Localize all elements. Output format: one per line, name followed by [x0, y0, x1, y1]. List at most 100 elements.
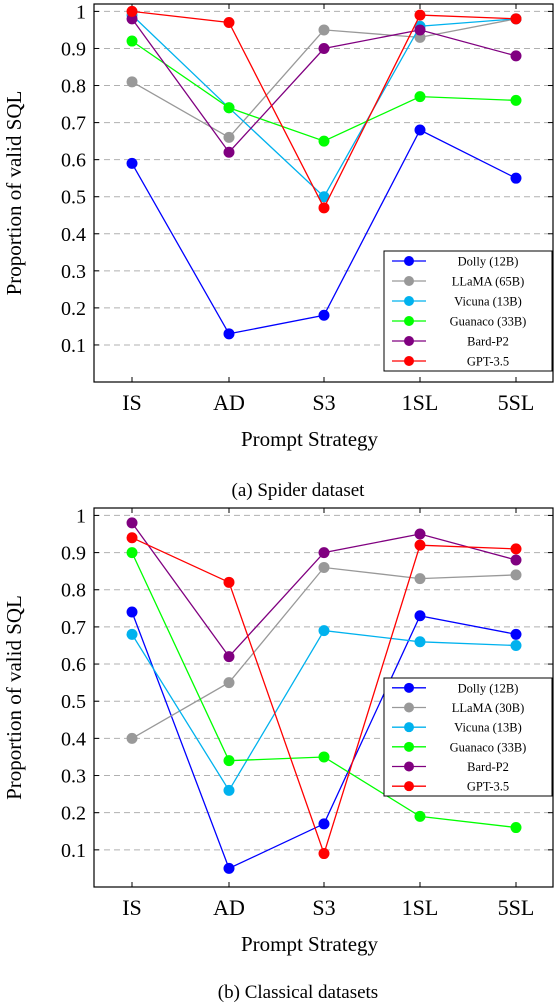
x-tick-label: 5SL	[498, 895, 535, 920]
data-point	[318, 561, 330, 573]
x-tick-label: 1SL	[402, 390, 439, 415]
legend-swatch-marker	[404, 336, 414, 346]
legend-entry: Dolly (12B)	[458, 255, 519, 269]
data-point	[126, 76, 138, 88]
data-point	[414, 810, 426, 822]
data-point	[223, 784, 235, 796]
data-point	[126, 157, 138, 169]
data-point	[318, 42, 330, 54]
legend-box	[383, 250, 553, 372]
legend-swatch-marker	[404, 702, 414, 713]
plot-frame	[93, 3, 554, 383]
figure-caption: (b) Classical datasets	[218, 982, 378, 1003]
legend-entry: Guanaco (33B)	[450, 315, 527, 329]
legend-swatch-marker	[404, 256, 414, 266]
y-tick-label: 0.6	[61, 150, 86, 172]
data-point	[510, 543, 522, 555]
data-point	[318, 751, 330, 763]
legend-box	[383, 677, 553, 797]
series-line-3	[131, 40, 517, 142]
y-axis-label: Proportion of valid SQL	[2, 91, 26, 296]
data-point	[414, 124, 426, 136]
y-tick-label: 1	[76, 505, 86, 527]
data-point	[318, 818, 330, 830]
data-point	[223, 328, 235, 340]
data-point	[318, 24, 330, 36]
legend-entry: Guanaco (33B)	[450, 740, 527, 754]
y-tick-label: 0.1	[61, 335, 86, 357]
chart-panel-1: 0.1 0.2 0.3 0.4 0.5 0.6 0.7 0.8 0.9 1 IS AD S3 1SL 5SL…	[2, 1, 554, 501]
legend-swatch-marker	[404, 781, 414, 792]
data-point	[223, 651, 235, 663]
data-point	[318, 135, 330, 147]
x-tick-label: S3	[312, 390, 335, 415]
y-tick-label: 0.3	[61, 261, 86, 283]
legend-entry: Bard-P2	[467, 335, 509, 349]
x-tick-label: S3	[312, 895, 335, 920]
data-point	[510, 628, 522, 640]
legend-swatch-marker	[404, 741, 414, 752]
y-tick-label: 1	[76, 1, 86, 23]
data-point	[223, 576, 235, 588]
y-tick-label: 0.3	[61, 766, 86, 788]
data-point	[126, 5, 138, 17]
legend-entry: GPT-3.5	[467, 355, 509, 369]
data-point	[126, 547, 138, 559]
data-point	[223, 102, 235, 114]
chart-panel-2: 0.1 0.2 0.3 0.4 0.5 0.6 0.7 0.8 0.9 1 IS AD S3 1SL 5SL…	[2, 505, 554, 1003]
x-axis-label: Prompt Strategy	[241, 932, 379, 956]
y-tick-label: 0.2	[61, 298, 86, 320]
data-point	[510, 569, 522, 581]
legend-swatch-marker	[404, 276, 414, 286]
data-point	[223, 677, 235, 689]
legend: Dolly (12B) LLaMA (65B) Vicuna (13B) Guanac…	[383, 250, 553, 372]
data-point	[510, 94, 522, 106]
data-point	[223, 862, 235, 874]
y-tick-label: 0.8	[61, 580, 86, 602]
legend-entry: Vicuna (13B)	[454, 721, 522, 735]
y-tick-label: 0.9	[61, 543, 86, 565]
data-point	[414, 610, 426, 622]
legend-swatch-marker	[404, 296, 414, 306]
y-tick-label: 0.5	[61, 187, 86, 209]
legend-swatch-marker	[404, 761, 414, 772]
data-point	[414, 24, 426, 36]
series-line-2	[131, 14, 517, 198]
data-point	[126, 532, 138, 544]
data-point	[223, 146, 235, 158]
x-tick-label: AD	[213, 895, 245, 920]
data-point	[318, 625, 330, 637]
data-point	[510, 639, 522, 651]
data-point	[414, 9, 426, 21]
series-line-1	[131, 18, 517, 139]
data-point	[223, 755, 235, 767]
data-point	[126, 517, 138, 529]
legend-entry: LLaMA (30B)	[452, 701, 525, 715]
data-point	[126, 606, 138, 618]
legend-swatch-marker	[404, 722, 414, 733]
data-point	[510, 172, 522, 184]
data-point	[318, 547, 330, 559]
y-tick-label: 0.6	[61, 654, 86, 676]
x-tick-label: AD	[213, 390, 245, 415]
data-point	[414, 539, 426, 551]
x-tick-label: 5SL	[498, 390, 535, 415]
x-tick-label: IS	[122, 895, 142, 920]
data-point	[510, 554, 522, 566]
data-point	[318, 848, 330, 860]
data-point	[414, 528, 426, 540]
y-tick-label: 0.7	[61, 113, 86, 135]
y-tick-label: 0.8	[61, 76, 86, 98]
data-point	[510, 50, 522, 62]
legend-entry: Bard-P2	[467, 760, 509, 774]
y-tick-label: 0.9	[61, 38, 86, 60]
legend-swatch-marker	[404, 356, 414, 366]
data-point	[318, 202, 330, 214]
y-tick-label: 0.1	[61, 840, 86, 862]
x-tick-label: IS	[122, 390, 142, 415]
legend-entry: Dolly (12B)	[458, 681, 519, 695]
data-point	[414, 636, 426, 648]
data-point	[223, 131, 235, 143]
legend-entry: GPT-3.5	[467, 780, 509, 794]
